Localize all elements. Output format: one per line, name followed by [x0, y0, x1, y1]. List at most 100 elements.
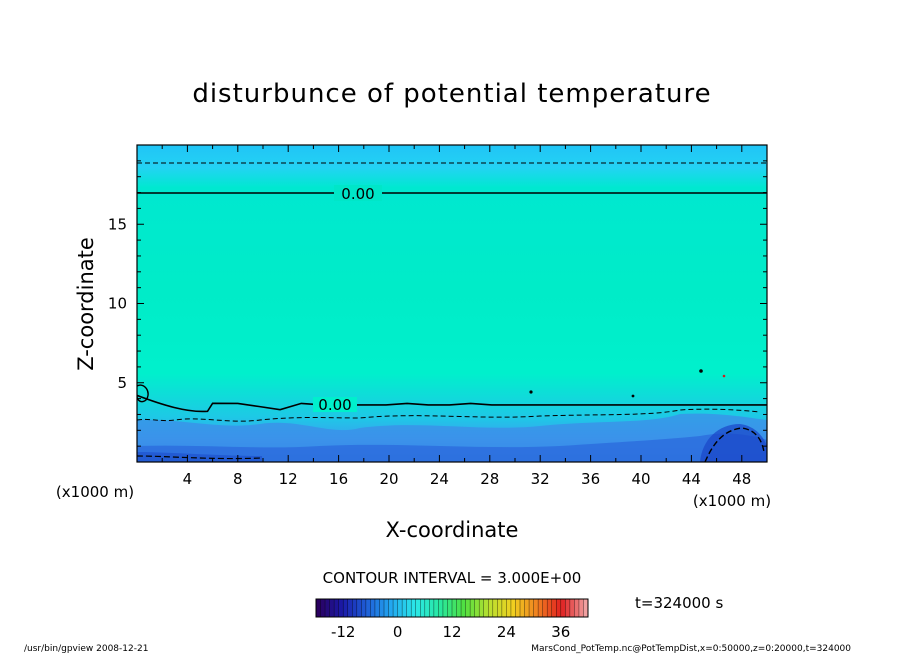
colorbar-cell	[492, 599, 498, 617]
colorbar-cell	[370, 599, 376, 617]
colorbar-cell	[479, 599, 485, 617]
contour-label-bg-lower	[313, 397, 357, 412]
colorbar-cell	[316, 599, 321, 617]
colorbar-cell	[429, 599, 435, 617]
colorbar-cell	[411, 599, 417, 617]
dashed-contour-lower	[137, 408, 761, 422]
colorbar-cell	[347, 599, 353, 617]
colorbar-cell	[329, 599, 335, 617]
colorbar-tick-label: -12	[331, 623, 356, 641]
colorbar-tick-label: 12	[442, 623, 461, 641]
colorbar-cell	[402, 599, 407, 617]
colorbar-cell	[442, 599, 448, 617]
footer-left: /usr/bin/gpview 2008-12-21	[24, 644, 148, 654]
colorbar-cell	[538, 599, 543, 617]
colorbar-cell	[452, 599, 457, 617]
colorbar-cell	[524, 599, 530, 617]
colorbar-cell	[569, 599, 575, 617]
chart-title: disturbunce of potential temperature	[192, 79, 711, 109]
colorbar-cell	[325, 599, 330, 617]
colorbar-cell	[343, 599, 349, 617]
y-axis-label: Z-coordinate	[74, 237, 98, 371]
colorbar-cell	[424, 599, 430, 617]
contour-label-bg-upper	[334, 185, 382, 201]
small-contour-blob	[631, 394, 635, 398]
colorbar-frame	[315, 598, 589, 618]
colorbar-cell	[374, 599, 380, 617]
y-tick-label: 10	[108, 295, 127, 313]
colorbar-cell	[456, 599, 462, 617]
x-tick-label: 4	[183, 470, 193, 488]
colorbar-cell	[574, 599, 580, 617]
colorbar-cell	[506, 599, 512, 617]
colorbar-cell	[461, 599, 466, 617]
colorbar-cell	[338, 599, 344, 617]
colorbar-cell	[415, 599, 421, 617]
dashed-contour-left-low	[137, 455, 263, 460]
x-tick-label: 20	[379, 470, 398, 488]
x-tick-label: 36	[581, 470, 600, 488]
x-tick-label: 44	[682, 470, 701, 488]
colorbar-cell	[488, 599, 494, 617]
colorbar-cell	[533, 599, 539, 617]
footer-right: MarsCond_PotTemp.nc@PotTempDist,x=0:5000…	[531, 644, 851, 654]
colorbar-cell	[520, 599, 525, 617]
x-axis-ticks: 4 8 12 16 20 24 28 32 36 40 44 48	[161, 145, 751, 488]
colorbar-cell	[393, 599, 398, 617]
colorbar-cell	[433, 599, 439, 617]
contour-label-upper: 0.00	[341, 185, 374, 203]
x-tick-label: 28	[480, 470, 499, 488]
colorbar-cell	[334, 599, 339, 617]
contour-interval-text: CONTOUR INTERVAL = 3.000E+00	[323, 569, 582, 587]
colorbar-ticks: -12 0 12 24 36	[331, 623, 570, 641]
time-label: t=324000 s	[635, 594, 723, 612]
dashed-contour-right-low	[704, 427, 765, 462]
x-tick-label: 12	[279, 470, 298, 488]
small-contour-blob	[722, 374, 726, 378]
colorbar-cell	[542, 599, 548, 617]
x-tick-label: 48	[732, 470, 751, 488]
colorbar-cell	[483, 599, 489, 617]
colorbar-cell	[551, 599, 557, 617]
field-background	[137, 145, 767, 462]
x-tick-label: 8	[233, 470, 243, 488]
colorbar-tick-label: 24	[497, 623, 516, 641]
colorbar-cell	[388, 599, 394, 617]
colorbar-cell	[565, 599, 571, 617]
colorbar-tick-label: 36	[551, 623, 570, 641]
x-axis-label: X-coordinate	[386, 518, 519, 542]
colorbar-cell	[474, 599, 480, 617]
colorbar-cell	[556, 599, 562, 617]
colorbar-cell	[397, 599, 403, 617]
colorbar-cell	[420, 599, 426, 617]
y-tick-label: 15	[108, 215, 127, 233]
colorbar-cell	[365, 599, 371, 617]
colorbar-cell	[361, 599, 367, 617]
zero-contour-lower	[137, 394, 767, 413]
colorbar-cell	[379, 599, 385, 617]
colorbar-cell	[447, 599, 453, 617]
small-contour-blob	[529, 390, 533, 394]
colorbar-cell	[501, 599, 507, 617]
x-unit-right: (x1000 m)	[693, 492, 771, 510]
small-contour-blob	[699, 369, 703, 373]
x-tick-label: 16	[329, 470, 348, 488]
colorbar-cell	[510, 599, 516, 617]
x-tick-label: 40	[631, 470, 650, 488]
y-tick-label: 5	[117, 374, 127, 392]
colorbar-cell	[438, 599, 444, 617]
colorbar-cell	[470, 599, 475, 617]
colorbar-cell	[497, 599, 503, 617]
solid-contour-left-cell	[137, 384, 149, 403]
colorbar-cell	[356, 599, 362, 617]
colorbar-cell	[578, 599, 584, 617]
colorbar	[315, 599, 589, 617]
colorbar-cell	[465, 599, 471, 617]
colorbar-cell	[547, 599, 553, 617]
colorbar-cell	[352, 599, 358, 617]
colorbar-cell	[406, 599, 412, 617]
colorbar-cell	[560, 599, 566, 617]
low-cell-left	[137, 452, 262, 462]
colorbar-cell	[320, 599, 326, 617]
